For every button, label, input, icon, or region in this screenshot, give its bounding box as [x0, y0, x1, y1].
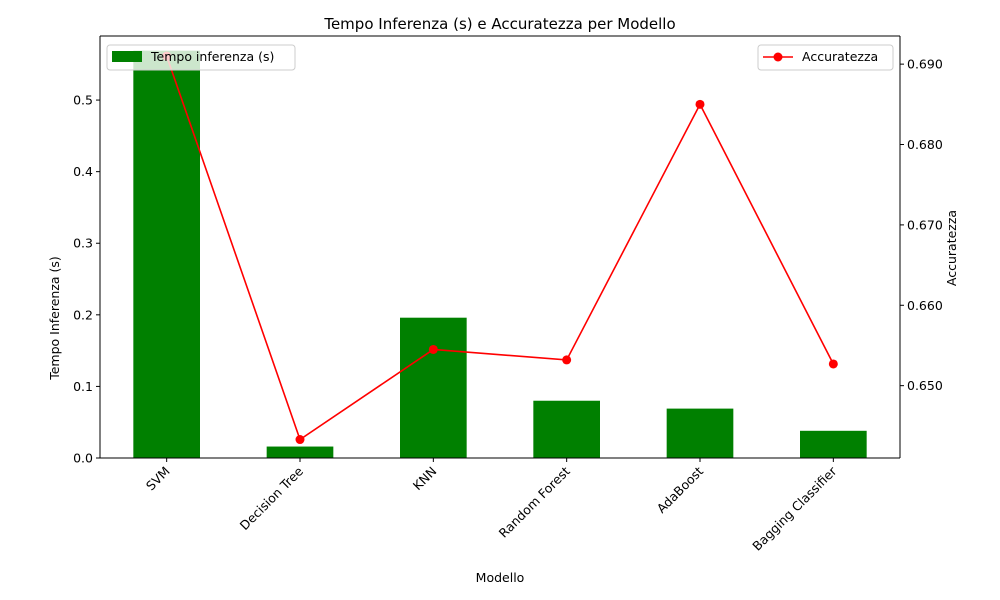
left-tick-label-0: 0.0: [73, 451, 93, 466]
left-tick-label-4: 0.4: [73, 164, 93, 179]
left-tick-label-5: 0.5: [73, 93, 93, 108]
accuracy-point-3: [562, 355, 572, 365]
bar-5: [800, 430, 867, 458]
bar-3: [533, 400, 600, 458]
accuracy-point-1: [295, 435, 305, 445]
chart-title: Tempo Inferenza (s) e Accuratezza per Mo…: [323, 15, 675, 33]
legend-line: Accuratezza: [757, 44, 894, 71]
axes: [99, 35, 901, 459]
left-tick-label-2: 0.2: [73, 307, 93, 322]
left-axis-ticks: 0.0 0.1 0.2 0.3 0.4 0.5: [73, 93, 100, 466]
bar-0: [133, 50, 200, 459]
y-axis-label-left: Tempo Inferenza (s): [47, 256, 62, 381]
right-tick-label-1: 0.660: [907, 298, 943, 313]
legend-bars-label: Tempo inferenza (s): [150, 49, 274, 64]
right-axis-ticks: 0.650 0.660 0.670 0.680 0.690: [900, 57, 943, 393]
bar-1: [266, 446, 334, 458]
legend-bars-swatch: [112, 51, 142, 62]
x-axis-label: Modello: [476, 570, 525, 585]
legend-bars: Tempo inferenza (s): [106, 44, 296, 71]
accuracy-line: [165, 55, 835, 441]
legend-line-marker: [773, 52, 783, 62]
accuracy-point-4: [695, 99, 705, 109]
left-tick-label-3: 0.3: [73, 236, 93, 251]
legend-line-frame: [757, 44, 894, 71]
legend-line-label: Accuratezza: [802, 49, 878, 64]
right-tick-label-4: 0.690: [907, 57, 943, 72]
accuracy-point-2: [428, 344, 438, 354]
right-tick-label-0: 0.650: [907, 378, 943, 393]
bar-4: [666, 408, 734, 458]
right-tick-label-2: 0.670: [907, 217, 943, 232]
legend-bars-frame: [106, 44, 296, 71]
left-tick-label-1: 0.1: [73, 379, 93, 394]
y-axis-label-right: Accuratezza: [944, 210, 959, 286]
right-tick-label-3: 0.680: [907, 137, 943, 152]
bar-2: [400, 317, 467, 458]
accuracy-point-5: [828, 359, 838, 369]
